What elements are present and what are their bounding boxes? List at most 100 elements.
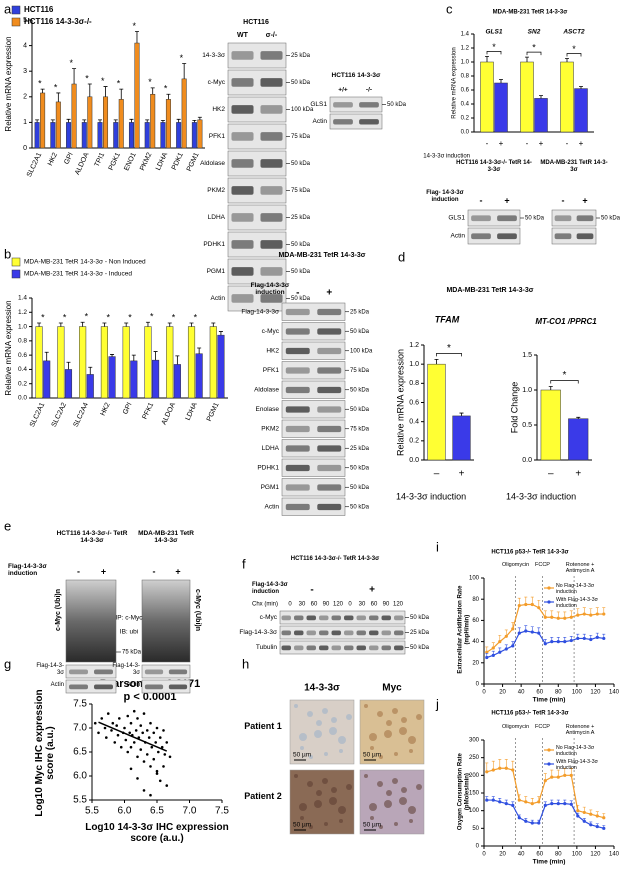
- y-tick-label: 0.0: [409, 457, 419, 464]
- ihc-image: [289, 699, 355, 765]
- significance-bracket: [550, 380, 579, 384]
- point: [602, 826, 606, 830]
- kda-label: 50 kDa: [525, 216, 545, 222]
- band: [231, 105, 254, 114]
- y-axis-label: Relative mRNA expression: [452, 47, 458, 118]
- band: [394, 630, 404, 636]
- ihc-image: [359, 699, 425, 765]
- blot-title: HCT116 14-3-3σ-/- TetR 14-3-3σ: [56, 530, 128, 545]
- fit-line: [98, 721, 168, 752]
- point: [550, 802, 554, 806]
- cell: [394, 752, 398, 756]
- band: [94, 684, 113, 690]
- band: [317, 503, 342, 511]
- row-label: Actin: [313, 118, 328, 125]
- time-label: 120: [393, 602, 404, 608]
- error-bar: [576, 416, 581, 419]
- kda-label: 100 kDa: [291, 107, 314, 113]
- point: [517, 816, 521, 820]
- cell: [346, 714, 352, 720]
- band: [285, 484, 310, 491]
- row-label: PKM2: [207, 187, 225, 194]
- band: [554, 233, 572, 240]
- bar: [64, 369, 73, 399]
- y-tick-label: 200: [469, 773, 480, 779]
- significance: *: [70, 58, 74, 68]
- x-tick-label: –: [434, 469, 440, 480]
- lane-label: -/-: [366, 87, 372, 94]
- x-axis-label: Time (min): [533, 859, 566, 866]
- band: [285, 406, 310, 413]
- band: [231, 159, 254, 168]
- point: [582, 636, 586, 641]
- error-bar: [150, 87, 155, 95]
- lane-label: +: [101, 566, 106, 576]
- cell: [408, 806, 416, 814]
- bar: [35, 326, 43, 399]
- band: [317, 464, 342, 472]
- row-label: Patient 2: [244, 791, 282, 801]
- bar: [118, 99, 124, 149]
- error-bar: [66, 118, 71, 123]
- point: [569, 802, 573, 806]
- point: [119, 745, 123, 749]
- error-bar: [189, 322, 194, 327]
- cell: [384, 730, 392, 738]
- significance-bracket: [436, 353, 462, 357]
- point: [149, 793, 152, 797]
- significance: *: [532, 42, 536, 52]
- band: [471, 215, 491, 222]
- error-bar: [197, 347, 202, 354]
- legend-marker: [547, 600, 551, 604]
- error-bar: [87, 83, 92, 97]
- lane-label: -: [77, 566, 80, 576]
- band: [260, 51, 283, 60]
- panel-letter: g: [4, 656, 11, 671]
- y-tick-label: 0.6: [18, 352, 27, 359]
- point: [132, 741, 136, 744]
- band: [69, 684, 88, 690]
- error-bar: [499, 79, 503, 83]
- panel-letter: c: [446, 1, 453, 16]
- point: [524, 602, 528, 607]
- x-tick-label: GPI: [122, 402, 133, 416]
- bar: [71, 83, 77, 149]
- bar: [108, 356, 116, 399]
- kda-label: 50 kDa: [291, 242, 311, 248]
- cell: [324, 752, 328, 756]
- error-bar: [82, 119, 87, 123]
- chart-title: HCT116 p53-/- TetR 14-3-3σ: [491, 711, 568, 717]
- x-tick-label: ALDOA: [74, 151, 91, 176]
- induction-label: Flag-14-3-3σ induction: [252, 582, 288, 595]
- point: [595, 612, 599, 616]
- band: [331, 645, 341, 651]
- band: [319, 645, 329, 651]
- bar: [574, 88, 588, 133]
- error-bar: [525, 56, 529, 62]
- lane-label: σ-/-: [266, 32, 278, 39]
- error-bar: [131, 354, 136, 361]
- row-label: Patient 1: [244, 721, 282, 731]
- cell: [364, 704, 368, 708]
- band: [306, 615, 316, 621]
- band: [394, 615, 404, 621]
- cell: [399, 797, 407, 805]
- band: [281, 615, 291, 621]
- y-axis-label: Extracellular Acidification Rate (mpH/mi…: [457, 585, 470, 674]
- cell: [300, 746, 304, 750]
- event-label: FCCP: [535, 724, 550, 730]
- cell: [394, 822, 398, 826]
- cell: [370, 746, 374, 750]
- band: [294, 615, 304, 621]
- cell: [379, 755, 383, 759]
- bar: [560, 61, 574, 133]
- smear-blot: [141, 579, 191, 663]
- band: [576, 215, 594, 222]
- error-bar: [72, 68, 77, 84]
- point: [142, 760, 146, 763]
- lane-label: +: [504, 195, 509, 205]
- row-label: Actin: [265, 503, 280, 510]
- point: [132, 709, 136, 713]
- bar: [130, 360, 138, 399]
- event-label: Oligomycin: [501, 724, 530, 730]
